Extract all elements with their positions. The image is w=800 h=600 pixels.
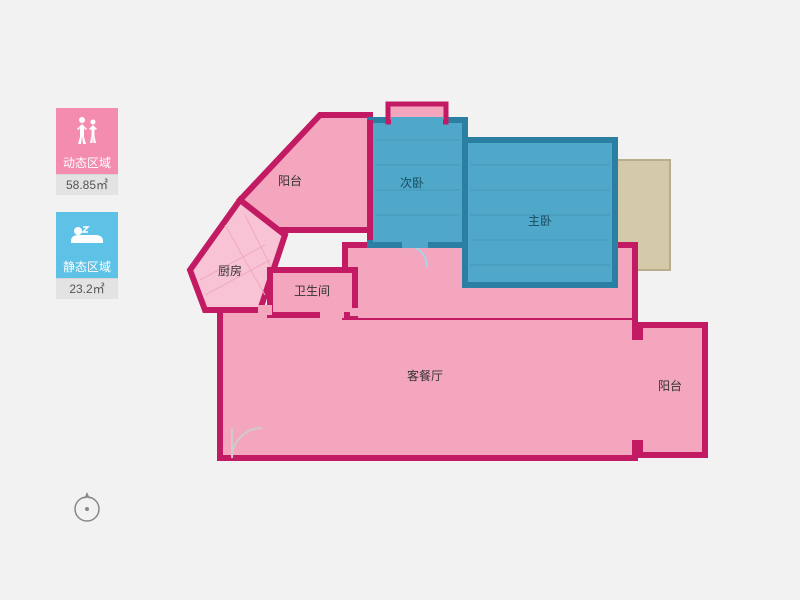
legend-static: 静态区域 23.2㎡ [56,212,118,299]
label-kitchen: 厨房 [218,263,242,278]
legend-static-value: 23.2㎡ [56,278,118,299]
legend-dynamic-value: 58.85㎡ [56,174,118,195]
room-living [220,310,635,458]
sleep-icon [56,212,118,256]
label-secondary-bed: 次卧 [400,176,424,190]
people-icon [56,108,118,152]
label-living: 客餐厅 [407,368,443,383]
label-balcony-top: 阳台 [278,173,302,188]
floor-plan: 阳台 次卧 主卧 厨房 卫生间 客餐厅 阳台 [170,80,750,480]
legend-static-title: 静态区域 [56,256,118,278]
label-balcony-right: 阳台 [658,378,682,393]
room-master-bedroom [465,140,615,285]
label-bathroom: 卫生间 [294,284,330,298]
label-master-bed: 主卧 [528,214,552,228]
legend-dynamic-title: 动态区域 [56,152,118,174]
compass-icon [70,490,104,529]
legend-dynamic: 动态区域 58.85㎡ [56,108,118,195]
